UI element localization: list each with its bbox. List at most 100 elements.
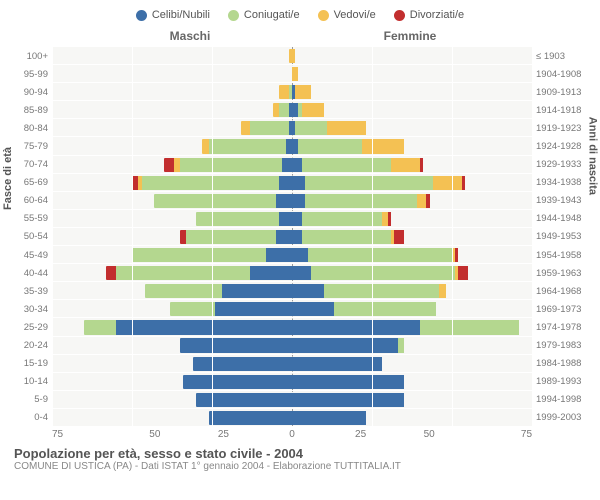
legend-label: Celibi/Nubili bbox=[152, 9, 210, 21]
bar-segment bbox=[279, 85, 289, 99]
bar-females bbox=[292, 375, 532, 389]
bar-males bbox=[52, 375, 292, 389]
bar-males bbox=[52, 121, 292, 135]
bar-segment bbox=[292, 393, 404, 407]
bar-row bbox=[52, 83, 532, 101]
header-females: Femmine bbox=[300, 29, 520, 43]
x-tick: 25 bbox=[326, 429, 395, 440]
bar-segment bbox=[116, 266, 250, 280]
bar-females bbox=[292, 338, 532, 352]
bar-segment bbox=[193, 357, 292, 371]
birth-label: 1994-1998 bbox=[536, 391, 590, 409]
bar-row bbox=[52, 101, 532, 119]
bar-males bbox=[52, 248, 292, 262]
bar-males bbox=[52, 49, 292, 63]
y-axis-title-left: Fasce di età bbox=[2, 147, 14, 210]
age-label: 95-99 bbox=[10, 65, 48, 83]
bar-segment bbox=[186, 230, 276, 244]
bar-segment bbox=[250, 121, 288, 135]
bar-segment bbox=[292, 266, 311, 280]
bar-segment bbox=[295, 85, 311, 99]
age-label: 10-14 bbox=[10, 373, 48, 391]
bar-segment bbox=[292, 67, 298, 81]
bar-females bbox=[292, 230, 532, 244]
bar-row bbox=[52, 337, 532, 355]
x-tick: 0 bbox=[258, 429, 327, 440]
legend-swatch bbox=[394, 10, 405, 21]
legend-item: Celibi/Nubili bbox=[136, 9, 210, 21]
birth-label: 1944-1948 bbox=[536, 210, 590, 228]
gender-headers: Maschi Femmine bbox=[10, 29, 590, 47]
birth-label: 1969-1973 bbox=[536, 300, 590, 318]
bar-segment bbox=[292, 338, 398, 352]
grid-line bbox=[452, 47, 453, 427]
bar-segment bbox=[327, 121, 365, 135]
birth-label: 1949-1953 bbox=[536, 228, 590, 246]
birth-label: 1939-1943 bbox=[536, 192, 590, 210]
legend-label: Divorziati/e bbox=[410, 9, 464, 21]
bar-row bbox=[52, 282, 532, 300]
x-tick: 25 bbox=[189, 429, 258, 440]
bar-row bbox=[52, 174, 532, 192]
bar-segment bbox=[209, 139, 286, 153]
bar-segment bbox=[276, 230, 292, 244]
bar-segment bbox=[426, 194, 429, 208]
bar-segment bbox=[282, 158, 292, 172]
birth-label: 1959-1963 bbox=[536, 264, 590, 282]
birth-label: 1934-1938 bbox=[536, 174, 590, 192]
bar-segment bbox=[398, 338, 404, 352]
bar-males bbox=[52, 158, 292, 172]
bar-segment bbox=[324, 284, 439, 298]
row-divider bbox=[52, 426, 532, 427]
grid-line bbox=[132, 47, 133, 427]
birth-label: 1919-1923 bbox=[536, 119, 590, 137]
y-axis-title-right: Anni di nascita bbox=[586, 117, 598, 195]
bar-row bbox=[52, 355, 532, 373]
bar-segment bbox=[420, 158, 423, 172]
bar-females bbox=[292, 67, 532, 81]
bar-segment bbox=[362, 139, 404, 153]
age-label: 75-79 bbox=[10, 137, 48, 155]
bar-segment bbox=[292, 375, 404, 389]
bar-segment bbox=[196, 393, 292, 407]
bar-females bbox=[292, 103, 532, 117]
bar-segment bbox=[292, 302, 334, 316]
y-axis-age: 100+95-9990-9485-8980-8475-7970-7465-696… bbox=[10, 47, 52, 427]
bar-segment bbox=[116, 320, 292, 334]
bar-males bbox=[52, 320, 292, 334]
bar-row bbox=[52, 373, 532, 391]
bar-males bbox=[52, 194, 292, 208]
bar-segment bbox=[305, 176, 433, 190]
birth-label: 1964-1968 bbox=[536, 282, 590, 300]
birth-label: 1974-1978 bbox=[536, 318, 590, 336]
bar-females bbox=[292, 158, 532, 172]
bar-females bbox=[292, 85, 532, 99]
bar-females bbox=[292, 302, 532, 316]
bar-segment bbox=[276, 194, 292, 208]
bar-row bbox=[52, 65, 532, 83]
bar-segment bbox=[279, 103, 289, 117]
birth-label: 1914-1918 bbox=[536, 101, 590, 119]
bar-females bbox=[292, 411, 532, 425]
bar-segment bbox=[302, 212, 382, 226]
bar-males bbox=[52, 338, 292, 352]
bar-segment bbox=[292, 284, 324, 298]
bar-row bbox=[52, 156, 532, 174]
bar-males bbox=[52, 266, 292, 280]
age-label: 20-24 bbox=[10, 337, 48, 355]
age-label: 5-9 bbox=[10, 391, 48, 409]
age-label: 55-59 bbox=[10, 210, 48, 228]
bar-segment bbox=[209, 411, 292, 425]
bar-males bbox=[52, 103, 292, 117]
legend-swatch bbox=[136, 10, 147, 21]
bar-segment bbox=[132, 248, 266, 262]
footer-title: Popolazione per età, sesso e stato civil… bbox=[14, 446, 590, 461]
bar-row bbox=[52, 264, 532, 282]
grid-line bbox=[212, 47, 213, 427]
x-axis: 7550250255075 bbox=[10, 427, 590, 440]
bar-segment bbox=[439, 284, 445, 298]
birth-label: 1999-2003 bbox=[536, 409, 590, 427]
bar-row bbox=[52, 228, 532, 246]
bar-segment bbox=[302, 103, 324, 117]
age-label: 85-89 bbox=[10, 101, 48, 119]
